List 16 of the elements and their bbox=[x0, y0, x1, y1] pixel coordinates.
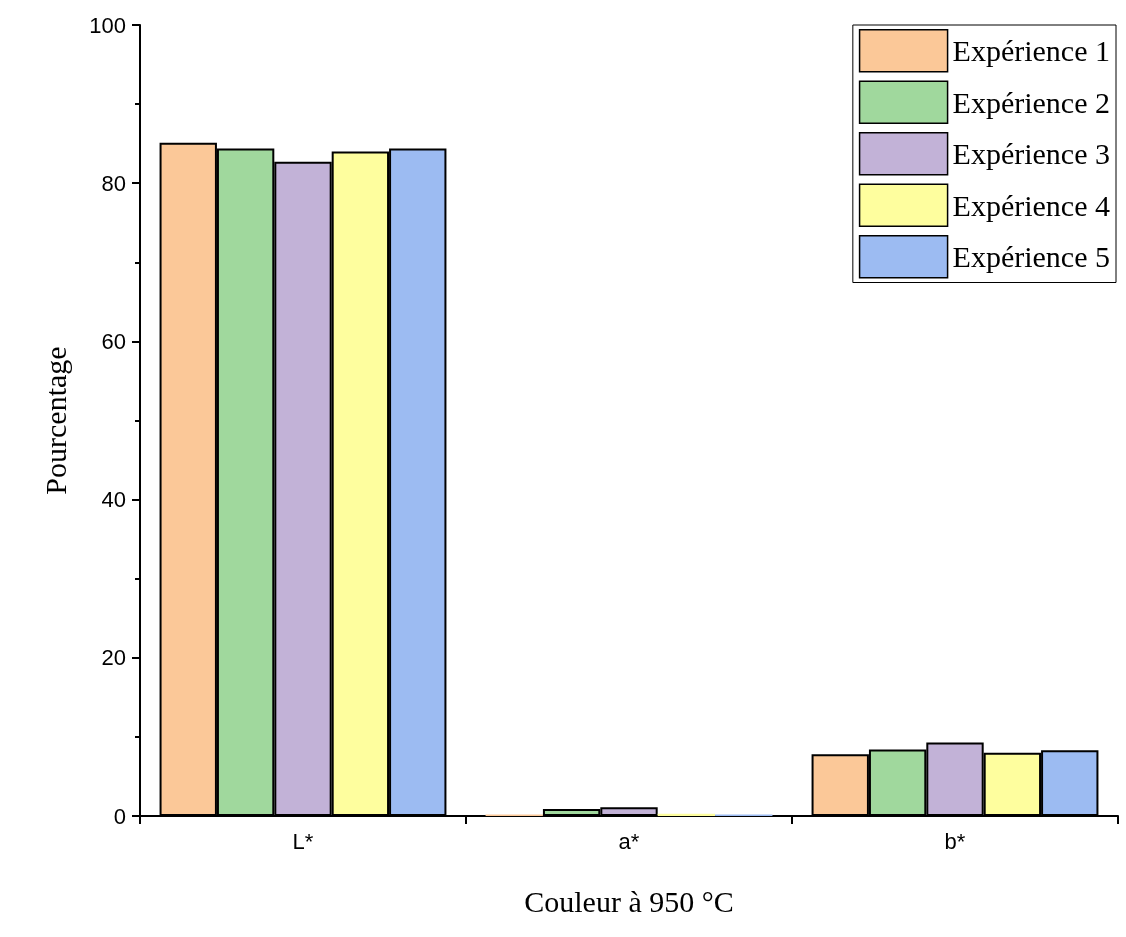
legend-label: Expérience 5 bbox=[952, 240, 1111, 274]
y-tick-label: 80 bbox=[101, 170, 126, 196]
y-tick-label: 100 bbox=[89, 12, 126, 38]
x-axis-title: Couleur à 950 °C bbox=[524, 884, 734, 918]
legend-label: Expérience 4 bbox=[952, 188, 1111, 222]
x-tick-label: a* bbox=[618, 828, 640, 854]
y-axis-title: Pourcentage bbox=[38, 346, 72, 495]
legend-label: Expérience 2 bbox=[952, 85, 1111, 119]
legend-label: Expérience 1 bbox=[952, 34, 1111, 68]
x-tick-label: L* bbox=[292, 828, 314, 854]
y-tick-label: 20 bbox=[101, 645, 126, 671]
y-tick-label: 60 bbox=[101, 328, 126, 354]
x-tick-label: b* bbox=[944, 828, 966, 854]
y-tick-label: 40 bbox=[101, 487, 126, 513]
legend-label: Expérience 3 bbox=[952, 137, 1111, 171]
y-tick-label: 0 bbox=[113, 803, 126, 829]
